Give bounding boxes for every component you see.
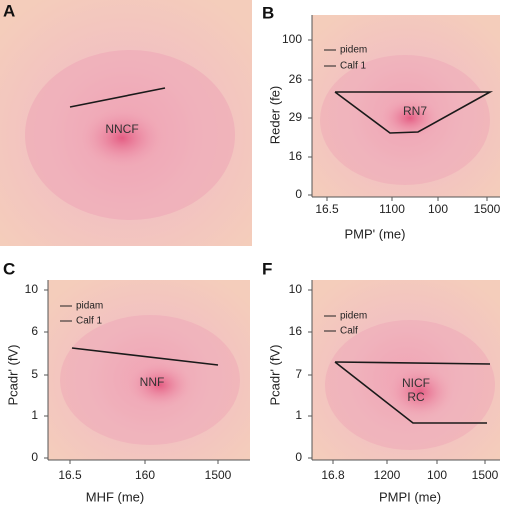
overlay-line — [334, 91, 494, 134]
legend-label: pidem — [340, 311, 367, 322]
overlay-line — [69, 87, 166, 108]
annotation: NNF — [140, 375, 165, 389]
y-tick-label: 0 — [295, 187, 302, 201]
y-tick-label: 7 — [295, 367, 302, 381]
x-axis-title: PMP' (me) — [345, 226, 406, 241]
y-tick-label: 16 — [289, 149, 303, 163]
x-tick-label: 100 — [427, 468, 447, 482]
x-tick-label: 16.5 — [58, 468, 82, 482]
annotation: NNCF — [105, 122, 138, 136]
x-tick-label: 16.5 — [315, 202, 339, 216]
x-tick-label: 1500 — [472, 468, 499, 482]
y-tick-label: 29 — [289, 110, 303, 124]
y-axis-title: Pcadr' (fV) — [5, 345, 20, 406]
y-tick-label: 6 — [31, 324, 38, 338]
x-tick-label: 1500 — [205, 468, 232, 482]
y-tick-label: 5 — [31, 367, 38, 381]
legend-label: pidem — [340, 45, 367, 56]
y-tick-label: 100 — [282, 32, 302, 46]
y-axis-title: Reder (fe) — [267, 86, 282, 145]
panel-letter: C — [3, 259, 15, 278]
legend-label: Calf 1 — [76, 316, 103, 327]
x-tick-label: 1100 — [379, 202, 405, 216]
panel-letter: B — [262, 3, 274, 22]
x-tick-label: 16.8 — [321, 468, 345, 482]
y-tick-label: 26 — [289, 72, 303, 86]
x-axis-title: PMPI (me) — [379, 489, 441, 504]
x-tick-label: 100 — [428, 202, 448, 216]
y-tick-label: 0 — [295, 450, 302, 464]
lesion-core — [385, 364, 455, 420]
x-tick-label: 1500 — [474, 202, 501, 216]
y-tick-label: 10 — [289, 282, 303, 296]
x-tick-label: 1200 — [374, 468, 401, 482]
legend-label: pidam — [76, 301, 103, 312]
panel-letter: A — [3, 1, 15, 20]
y-tick-label: 10 — [25, 282, 39, 296]
overlay-line — [71, 347, 219, 366]
y-tick-label: 0 — [31, 450, 38, 464]
y-axis-title: Pcadr' (fV) — [267, 345, 282, 406]
annotation: NICF — [402, 376, 430, 390]
y-tick-label: 1 — [31, 408, 38, 422]
overlay-line — [334, 361, 491, 365]
lesion-core — [378, 96, 442, 140]
y-tick-label: 16 — [289, 324, 303, 338]
annotation: RN7 — [403, 104, 427, 118]
x-tick-label: 160 — [135, 468, 155, 482]
panel-letter: F — [262, 259, 272, 278]
lesion-core — [77, 106, 167, 170]
annotation: RC — [407, 390, 425, 404]
legend-label: Calf — [340, 326, 358, 337]
x-axis-title: MHF (me) — [86, 489, 145, 504]
lesion-core — [125, 360, 195, 410]
overlay-line — [334, 361, 487, 424]
y-tick-label: 1 — [295, 408, 302, 422]
legend-label: Calf 1 — [340, 61, 367, 72]
